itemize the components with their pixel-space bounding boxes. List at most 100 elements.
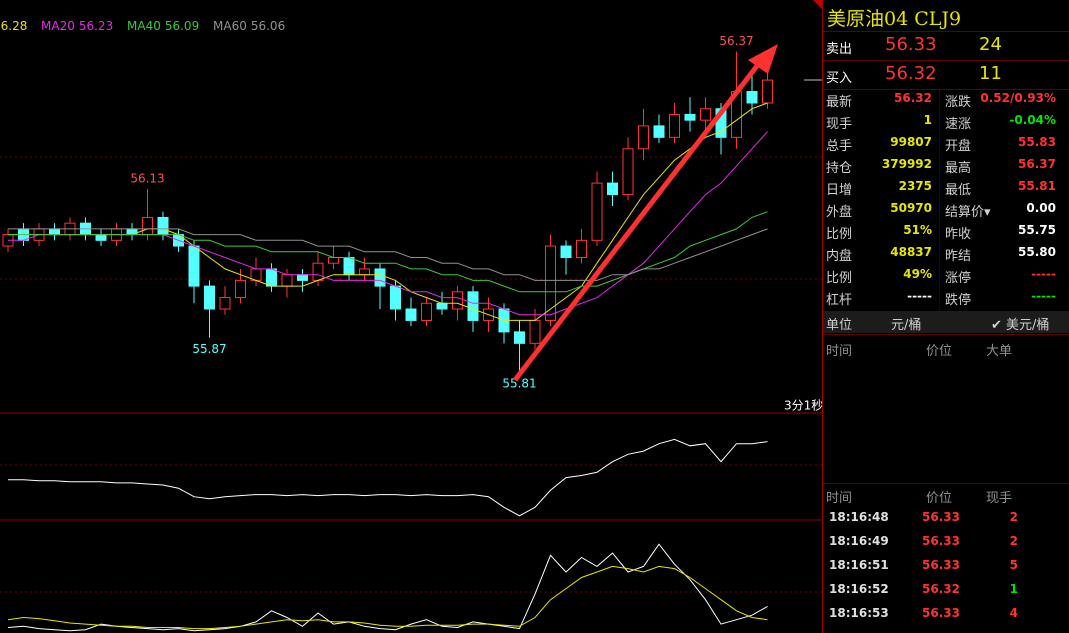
trade-time: 18:16:48: [829, 510, 889, 524]
field-value: -----: [1031, 267, 1056, 281]
candle-body: [576, 239, 587, 258]
column-header: 时间: [826, 491, 853, 506]
legend-entry: MA40 56.09: [127, 19, 199, 33]
book-price: 56.33: [885, 34, 937, 55]
field-label: 总手: [826, 139, 853, 154]
book-label: 卖出: [826, 42, 853, 57]
quote-panel: 美原油04 CLJ9 卖出 56.33 24 买入 56.32 11 最新 56.32 涨跌 0.5…: [822, 0, 1069, 633]
field-label: 结算价▾: [945, 205, 991, 220]
candle-body: [343, 257, 355, 276]
field-value: -----: [1031, 289, 1056, 303]
trade-price: 56.32: [922, 582, 960, 596]
field-value: 55.75: [1018, 223, 1056, 237]
trade-qty: 4: [1009, 606, 1018, 620]
candle-body: [359, 268, 370, 276]
field-label: 跌停: [945, 293, 972, 308]
legend-entry: 56.28: [0, 19, 27, 33]
candle-body: [266, 268, 277, 287]
price-annotation: 55.81: [502, 376, 536, 390]
field-value: 379992: [881, 157, 932, 171]
legend-value: 56.06: [251, 19, 285, 33]
candle-body: [390, 285, 401, 310]
separator: [823, 483, 1069, 484]
ma-line: [8, 131, 768, 316]
corner: [813, 0, 822, 9]
separator: [823, 31, 1069, 32]
candle-body: [560, 245, 572, 259]
field-label: 开盘: [945, 139, 972, 154]
field-label: 昨结: [945, 249, 972, 264]
field-value: 99807: [890, 135, 932, 149]
separator: [823, 89, 1069, 90]
field-label: 日增: [826, 183, 853, 198]
indicator-line: [8, 438, 768, 517]
unit-label: 单位: [826, 318, 853, 333]
candle-body: [188, 245, 200, 287]
field-label: 现手: [826, 117, 853, 132]
candle-body: [312, 262, 324, 281]
legend-value: 56.09: [165, 19, 199, 33]
trade-qty: 5: [1009, 558, 1018, 572]
field-label: 持仓: [826, 161, 853, 176]
field-label: 最高: [945, 161, 972, 176]
column-header: 现手: [986, 491, 1013, 506]
book-label: 买入: [826, 71, 853, 86]
field-value: 55.83: [1018, 135, 1056, 149]
candle-body: [684, 113, 696, 121]
field-label: 最新: [826, 95, 853, 110]
price-annotation: 55.87: [192, 342, 226, 356]
ma-line: [8, 102, 768, 321]
candle-body: [653, 125, 665, 138]
separator: [823, 334, 1069, 335]
field-value: 55.81: [1018, 179, 1056, 193]
candle-body: [281, 274, 293, 287]
candle-body: [514, 331, 525, 344]
field-label: 最低: [945, 183, 972, 198]
book-price: 56.32: [885, 63, 937, 84]
field-value: 0.00: [1026, 201, 1056, 215]
legend-value: 56.23: [79, 19, 113, 33]
legend-entry: MA60 56.06: [213, 19, 285, 33]
field-value: -----: [907, 289, 932, 303]
title: 美原油04 CLJ9: [827, 8, 962, 30]
field-value: 56.32: [894, 91, 932, 105]
candle-body: [467, 291, 479, 321]
legend-name: MA60: [213, 19, 247, 33]
trade-time: 18:16:52: [829, 582, 889, 596]
field-value: 51%: [903, 223, 932, 237]
candle-body: [297, 274, 308, 281]
candle-body: [669, 113, 680, 138]
field-label: 比例: [826, 271, 853, 286]
candle-body: [607, 182, 618, 196]
column-header: 大单: [986, 344, 1013, 359]
trade-qty: 2: [1009, 534, 1018, 548]
column-divider: [939, 90, 940, 310]
field-value: 1: [923, 113, 932, 127]
field-label: 比例: [826, 227, 853, 242]
trade-time: 18:16:53: [829, 606, 889, 620]
unit-option: 元/桶: [891, 318, 922, 333]
candle-body: [219, 297, 231, 310]
unit-option[interactable]: ✔ 美元/桶: [991, 318, 1050, 333]
field-value: -0.04%: [1009, 113, 1056, 127]
candle-body: [436, 302, 448, 310]
trade-price: 56.33: [922, 558, 960, 572]
candle-body: [545, 245, 556, 321]
candle-body: [746, 91, 758, 104]
candle-body: [157, 216, 169, 236]
field-value: 49%: [903, 267, 932, 281]
field-label: 内盘: [826, 249, 853, 264]
field-label: 外盘: [826, 205, 853, 220]
field-value: 2375: [898, 179, 932, 193]
candle-body: [622, 148, 634, 196]
candle-body: [638, 125, 649, 150]
field-value: 48837: [890, 245, 932, 259]
price-annotation: 56.37: [719, 34, 753, 48]
trend-arrow-head: [748, 44, 778, 74]
candle-body: [95, 234, 107, 241]
timer: 3分1秒: [784, 399, 822, 413]
candle-body: [700, 108, 711, 121]
field-label: 昨收: [945, 227, 972, 242]
field-value: 55.80: [1018, 245, 1056, 259]
